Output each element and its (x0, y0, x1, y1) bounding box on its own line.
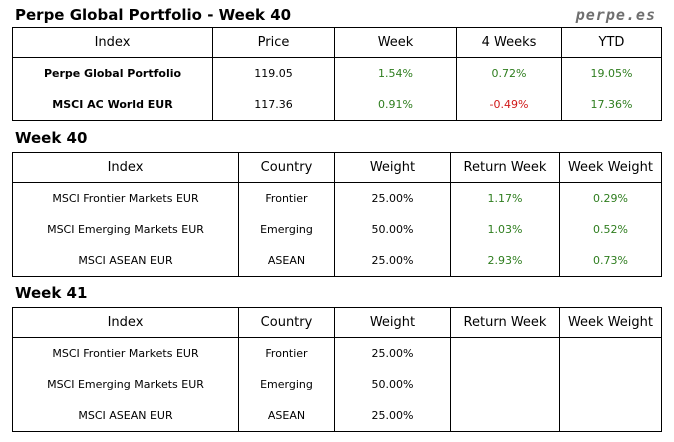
week-40-title: Week 40 (15, 129, 88, 147)
week-weight-cell (559, 337, 662, 369)
summary-header-row: Index Price Week 4 Weeks YTD (12, 27, 662, 58)
column-header-country: Country (238, 307, 335, 338)
week-40-header-row: Index Country Weight Return Week Week We… (12, 152, 662, 183)
country-cell: Frontier (238, 337, 335, 369)
return-week-cell: 1.03% (450, 214, 560, 245)
index-name-cell: MSCI Emerging Markets EUR (12, 369, 239, 400)
table-row: MSCI Frontier Markets EUR Frontier 25.00… (12, 337, 662, 369)
week-40-table: Index Country Weight Return Week Week We… (12, 152, 662, 277)
portfolio-title: Perpe Global Portfolio - Week 40 (15, 6, 292, 24)
summary-table: Index Price Week 4 Weeks YTD Perpe Globa… (12, 27, 662, 121)
weight-cell: 50.00% (334, 214, 451, 245)
column-header-week-weight: Week Weight (559, 307, 662, 338)
country-cell: ASEAN (238, 400, 335, 432)
column-header-index: Index (12, 152, 239, 183)
table-row: MSCI Emerging Markets EUR Emerging 50.00… (12, 369, 662, 400)
price-cell: 119.05 (212, 57, 335, 89)
four-weeks-return-cell: 0.72% (456, 57, 562, 89)
week-return-cell: 0.91% (334, 89, 457, 121)
country-cell: ASEAN (238, 245, 335, 277)
column-header-4-weeks: 4 Weeks (456, 27, 562, 58)
index-name-cell: MSCI Frontier Markets EUR (12, 337, 239, 369)
week-return-cell: 1.54% (334, 57, 457, 89)
index-name-cell: MSCI ASEAN EUR (12, 245, 239, 277)
week-41-header-row: Index Country Weight Return Week Week We… (12, 307, 662, 338)
column-header-return-week: Return Week (450, 307, 560, 338)
index-name-cell: MSCI AC World EUR (12, 89, 213, 121)
ytd-return-cell: 19.05% (561, 57, 662, 89)
column-header-index: Index (12, 307, 239, 338)
table-row: MSCI AC World EUR 117.36 0.91% -0.49% 17… (12, 89, 662, 121)
country-cell: Frontier (238, 182, 335, 214)
index-name-cell: MSCI ASEAN EUR (12, 400, 239, 432)
return-week-cell: 1.17% (450, 182, 560, 214)
column-header-week-weight: Week Weight (559, 152, 662, 183)
price-cell: 117.36 (212, 89, 335, 121)
column-header-country: Country (238, 152, 335, 183)
table-row: MSCI Frontier Markets EUR Frontier 25.00… (12, 182, 662, 214)
index-name-cell: MSCI Emerging Markets EUR (12, 214, 239, 245)
brand-logo-text: perpe.es (575, 6, 656, 24)
week-weight-cell (559, 400, 662, 432)
table-row: Perpe Global Portfolio 119.05 1.54% 0.72… (12, 57, 662, 89)
country-cell: Emerging (238, 214, 335, 245)
week-weight-cell: 0.73% (559, 245, 662, 277)
weight-cell: 25.00% (334, 400, 451, 432)
weight-cell: 25.00% (334, 182, 451, 214)
column-header-weight: Weight (334, 307, 451, 338)
return-week-cell (450, 369, 560, 400)
column-header-return-week: Return Week (450, 152, 560, 183)
week-weight-cell: 0.29% (559, 182, 662, 214)
week-41-title: Week 41 (15, 284, 88, 302)
four-weeks-return-cell: -0.49% (456, 89, 562, 121)
weight-cell: 50.00% (334, 369, 451, 400)
week-41-table: Index Country Weight Return Week Week We… (12, 307, 662, 432)
column-header-index: Index (12, 27, 213, 58)
column-header-price: Price (212, 27, 335, 58)
return-week-cell (450, 400, 560, 432)
country-cell: Emerging (238, 369, 335, 400)
column-header-weight: Weight (334, 152, 451, 183)
week-weight-cell (559, 369, 662, 400)
column-header-ytd: YTD (561, 27, 662, 58)
return-week-cell: 2.93% (450, 245, 560, 277)
index-name-cell: Perpe Global Portfolio (12, 57, 213, 89)
week-weight-cell: 0.52% (559, 214, 662, 245)
weight-cell: 25.00% (334, 337, 451, 369)
ytd-return-cell: 17.36% (561, 89, 662, 121)
index-name-cell: MSCI Frontier Markets EUR (12, 182, 239, 214)
table-row: MSCI ASEAN EUR ASEAN 25.00% (12, 400, 662, 432)
table-row: MSCI ASEAN EUR ASEAN 25.00% 2.93% 0.73% (12, 245, 662, 277)
column-header-week: Week (334, 27, 457, 58)
table-row: MSCI Emerging Markets EUR Emerging 50.00… (12, 214, 662, 245)
weight-cell: 25.00% (334, 245, 451, 277)
return-week-cell (450, 337, 560, 369)
